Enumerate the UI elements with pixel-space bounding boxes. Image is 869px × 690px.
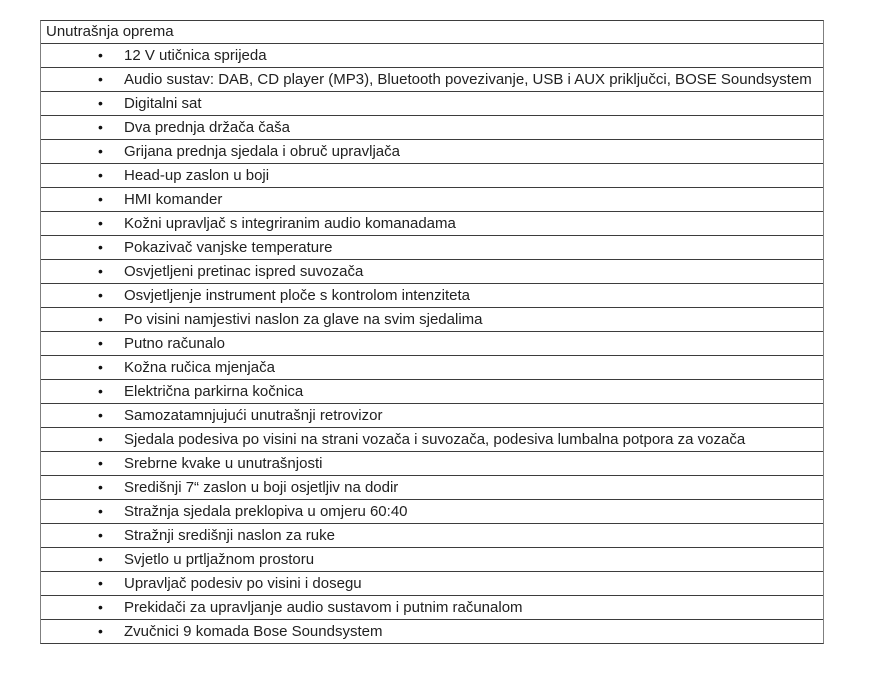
bullet-icon: • (98, 479, 103, 495)
table-row: • Stražnja sjedala preklopiva u omjeru 6… (41, 499, 823, 523)
bullet-icon: • (98, 551, 103, 567)
bullet-icon: • (98, 47, 103, 63)
equipment-item-label: Kožni upravljač s integriranim audio kom… (124, 215, 456, 232)
table-row: • Središnji 7“ zaslon u boji osjetljiv n… (41, 475, 823, 499)
equipment-item-label: Dva prednja držača čaša (124, 119, 290, 136)
table-row: • Stražnji središnji naslon za ruke (41, 523, 823, 547)
table-row: • Kožna ručica mjenjača (41, 355, 823, 379)
table-row: • Električna parkirna kočnica (41, 379, 823, 403)
bullet-icon: • (98, 311, 103, 327)
bullet-icon: • (98, 71, 103, 87)
table-row: • HMI komander (41, 187, 823, 211)
table-row: • Pokazivač vanjske temperature (41, 235, 823, 259)
table-row: • Grijana prednja sjedala i obruč upravl… (41, 139, 823, 163)
bullet-icon: • (98, 359, 103, 375)
bullet-icon: • (98, 527, 103, 543)
equipment-item-label: Stražnja sjedala preklopiva u omjeru 60:… (124, 503, 408, 520)
table-row: • Putno računalo (41, 331, 823, 355)
table-row: • Dva prednja držača čaša (41, 115, 823, 139)
bullet-icon: • (98, 167, 103, 183)
table-row: • Audio sustav: DAB, CD player (MP3), Bl… (41, 67, 823, 91)
bullet-icon: • (98, 455, 103, 471)
bullet-icon: • (98, 239, 103, 255)
equipment-item-label: Samozatamnjujući unutrašnji retrovizor (124, 407, 383, 424)
equipment-item-label: Prekidači za upravljanje audio sustavom … (124, 599, 523, 616)
table-row: • Po visini namjestivi naslon za glave n… (41, 307, 823, 331)
table-header: Unutrašnja oprema (41, 21, 823, 43)
bullet-icon: • (98, 383, 103, 399)
bullet-icon: • (98, 287, 103, 303)
equipment-item-label: Audio sustav: DAB, CD player (MP3), Blue… (124, 71, 812, 88)
bullet-icon: • (98, 503, 103, 519)
bullet-icon: • (98, 599, 103, 615)
equipment-item-label: Pokazivač vanjske temperature (124, 239, 333, 256)
equipment-item-label: HMI komander (124, 191, 223, 208)
table-row: • Samozatamnjujući unutrašnji retrovizor (41, 403, 823, 427)
equipment-item-label: Head-up zaslon u boji (124, 167, 270, 184)
table-row: • Zvučnici 9 komada Bose Soundsystem (41, 619, 823, 643)
equipment-item-label: Sjedala podesiva po visini na strani voz… (124, 431, 746, 448)
table-row: • 12 V utičnica sprijeda (41, 43, 823, 67)
equipment-item-label: Srebrne kvake u unutrašnjosti (124, 455, 323, 472)
equipment-item-label: Zvučnici 9 komada Bose Soundsystem (124, 623, 383, 640)
equipment-table: Unutrašnja oprema • 12 V utičnica sprije… (40, 20, 824, 644)
bullet-icon: • (98, 95, 103, 111)
bullet-icon: • (98, 575, 103, 591)
equipment-item-label: 12 V utičnica sprijeda (124, 47, 267, 64)
equipment-item-label: Svjetlo u prtljažnom prostoru (124, 551, 315, 568)
equipment-item-label: Upravljač podesiv po visini i dosegu (124, 575, 362, 592)
equipment-item-label: Kožna ručica mjenjača (124, 359, 275, 376)
bullet-icon: • (98, 119, 103, 135)
table-row: • Digitalni sat (41, 91, 823, 115)
table-title: Unutrašnja oprema (46, 23, 174, 40)
table-row: • Head-up zaslon u boji (41, 163, 823, 187)
equipment-item-label: Digitalni sat (124, 95, 202, 112)
equipment-item-label: Po visini namjestivi naslon za glave na … (124, 311, 483, 328)
equipment-item-label: Središnji 7“ zaslon u boji osjetljiv na … (124, 479, 399, 496)
bullet-icon: • (98, 191, 103, 207)
bullet-icon: • (98, 431, 103, 447)
equipment-item-label: Stražnji središnji naslon za ruke (124, 527, 335, 544)
bullet-icon: • (98, 263, 103, 279)
table-row: • Osvjetljeni pretinac ispred suvozača (41, 259, 823, 283)
equipment-item-label: Električna parkirna kočnica (124, 383, 304, 400)
equipment-item-label: Grijana prednja sjedala i obruč upravlja… (124, 143, 400, 160)
table-row: • Srebrne kvake u unutrašnjosti (41, 451, 823, 475)
equipment-item-label: Putno računalo (124, 335, 225, 352)
table-row: • Osvjetljenje instrument ploče s kontro… (41, 283, 823, 307)
table-row: • Prekidači za upravljanje audio sustavo… (41, 595, 823, 619)
table-row: • Upravljač podesiv po visini i dosegu (41, 571, 823, 595)
bullet-icon: • (98, 623, 103, 639)
bullet-icon: • (98, 335, 103, 351)
equipment-item-label: Osvjetljeni pretinac ispred suvozača (124, 263, 364, 280)
bullet-icon: • (98, 407, 103, 423)
bullet-icon: • (98, 215, 103, 231)
table-row: • Kožni upravljač s integriranim audio k… (41, 211, 823, 235)
table-row: • Sjedala podesiva po visini na strani v… (41, 427, 823, 451)
equipment-item-label: Osvjetljenje instrument ploče s kontrolo… (124, 287, 470, 304)
bullet-icon: • (98, 143, 103, 159)
table-row: • Svjetlo u prtljažnom prostoru (41, 547, 823, 571)
